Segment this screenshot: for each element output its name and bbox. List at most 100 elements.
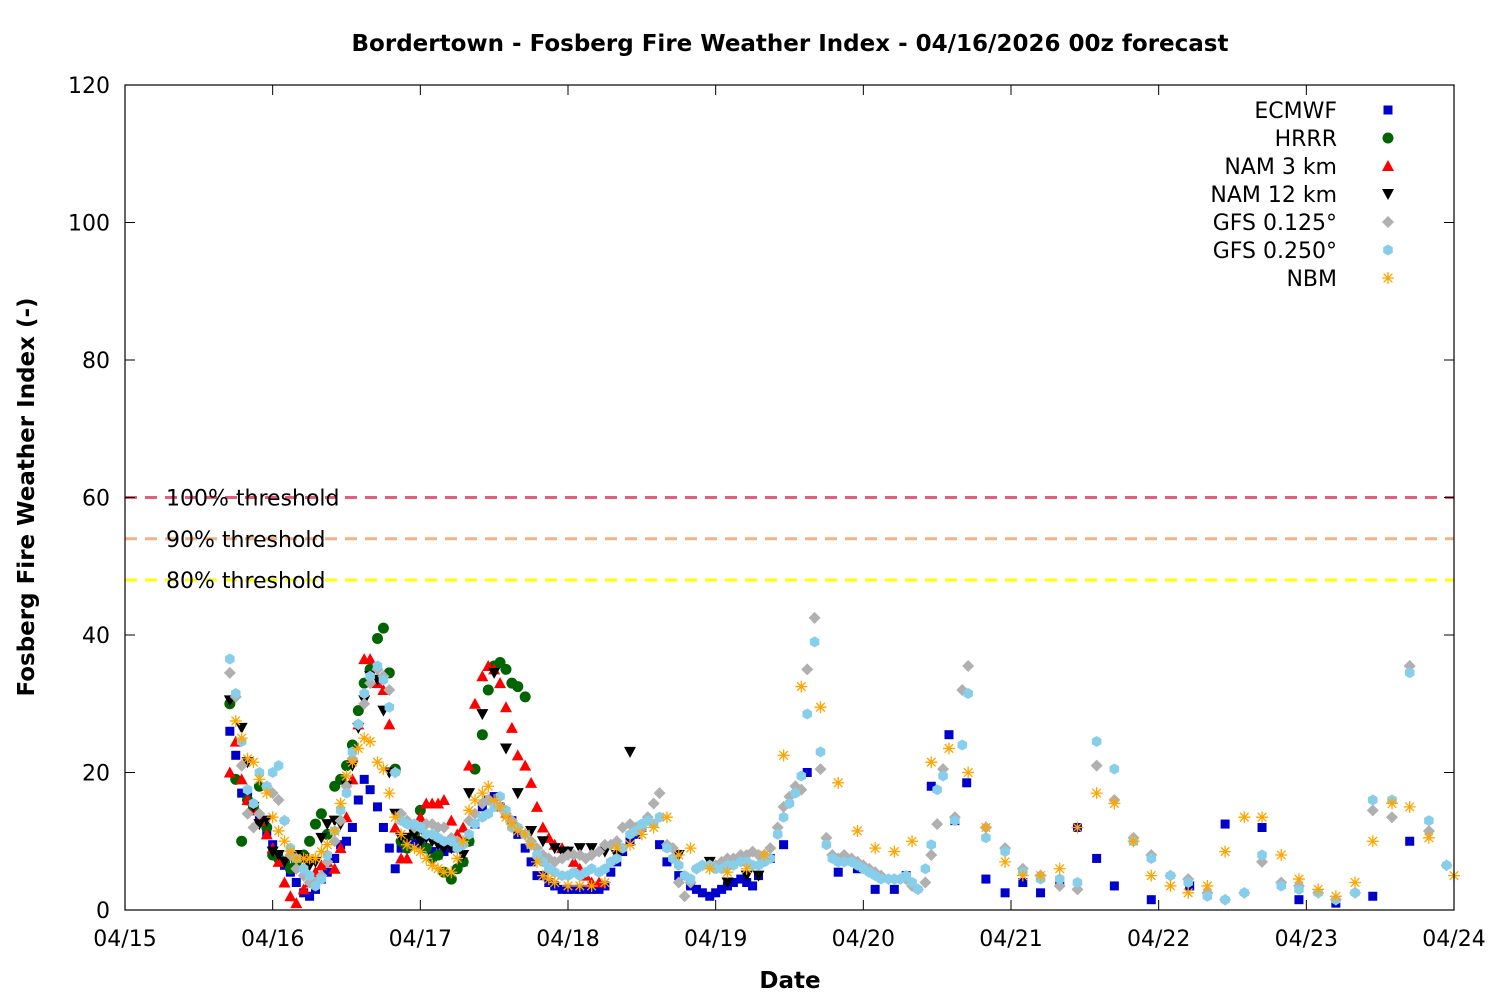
data-point — [962, 766, 975, 779]
data-point — [340, 769, 353, 782]
data-point — [833, 867, 843, 877]
data-point — [445, 866, 458, 879]
data-point — [876, 873, 886, 885]
data-point — [390, 864, 400, 874]
data-point — [445, 814, 458, 826]
data-point — [266, 846, 279, 858]
data-point — [711, 888, 721, 898]
legend-label-gfs-0-125: GFS 0.125° — [1213, 211, 1337, 236]
data-point — [253, 819, 266, 831]
data-point — [926, 839, 937, 851]
data-point — [290, 897, 303, 909]
data-point — [697, 888, 707, 898]
data-point — [1182, 886, 1195, 899]
data-point — [742, 878, 752, 887]
legend-label-hrrr: HRRR — [1275, 127, 1337, 152]
data-point — [231, 750, 241, 760]
data-point — [437, 866, 450, 879]
y-tick-label: 40 — [82, 624, 110, 649]
data-point — [476, 709, 489, 721]
data-point — [1368, 794, 1378, 806]
data-point — [839, 856, 849, 868]
data-point — [765, 852, 776, 864]
data-point — [913, 883, 923, 895]
data-point — [1000, 846, 1010, 858]
legend-marker-gfs-0-125 — [1382, 216, 1394, 228]
data-point — [253, 773, 266, 786]
data-point — [697, 859, 708, 871]
data-point — [358, 732, 371, 745]
data-point — [585, 879, 598, 892]
data-point — [511, 749, 524, 761]
data-point — [279, 815, 290, 827]
data-point — [942, 742, 955, 755]
data-point — [373, 802, 383, 812]
data-point — [530, 855, 543, 868]
data-point — [247, 821, 260, 834]
data-point — [235, 773, 248, 785]
data-point — [1385, 797, 1398, 810]
data-point — [1405, 836, 1415, 846]
data-point — [383, 684, 396, 696]
data-point — [581, 884, 591, 894]
data-point — [476, 729, 488, 741]
data-point — [1090, 759, 1103, 772]
data-point — [672, 876, 685, 889]
data-point — [297, 883, 310, 895]
data-point — [230, 687, 241, 699]
data-point — [1368, 891, 1378, 901]
data-point — [606, 867, 616, 877]
data-point — [1350, 887, 1360, 899]
data-point — [414, 811, 427, 823]
data-point — [962, 778, 972, 788]
data-point — [260, 828, 273, 840]
data-point — [272, 855, 285, 867]
data-point — [346, 756, 359, 769]
y-tick-label: 100 — [68, 212, 110, 237]
data-point — [432, 849, 444, 861]
data-point — [273, 760, 284, 772]
data-point — [1071, 883, 1084, 896]
data-point — [237, 788, 247, 798]
data-point — [334, 814, 347, 827]
data-point — [963, 687, 973, 699]
data-point — [372, 632, 384, 644]
data-point — [557, 884, 567, 894]
x-tick-label: 04/23 — [1275, 927, 1338, 952]
legend-label-gfs-0-250: GFS 0.250° — [1213, 239, 1337, 264]
x-axis-label: Date — [759, 968, 820, 994]
data-point — [740, 870, 753, 882]
data-point — [328, 862, 341, 874]
data-point — [821, 839, 832, 851]
data-point — [1424, 815, 1434, 827]
data-point — [414, 836, 427, 848]
data-point — [771, 821, 784, 834]
series-nbm — [229, 680, 1460, 903]
data-point — [764, 842, 777, 855]
data-point — [511, 824, 524, 837]
data-point — [1054, 873, 1065, 885]
data-point — [778, 811, 789, 823]
data-point — [511, 788, 524, 800]
data-point — [291, 878, 301, 887]
x-tick-label: 04/21 — [979, 927, 1042, 952]
data-point — [779, 840, 789, 850]
data-point — [532, 849, 542, 861]
data-point — [364, 653, 377, 665]
data-point — [772, 828, 783, 840]
data-point — [662, 857, 672, 867]
data-point — [494, 800, 507, 813]
data-point — [1036, 888, 1046, 898]
data-point — [248, 797, 259, 809]
data-point — [389, 821, 402, 833]
data-point — [505, 721, 518, 733]
data-point — [225, 653, 235, 665]
data-point — [573, 879, 586, 892]
data-point — [346, 739, 358, 751]
data-point — [653, 787, 666, 800]
data-point — [334, 797, 347, 810]
data-point — [870, 884, 880, 894]
data-point — [260, 787, 273, 800]
data-point — [304, 835, 316, 847]
